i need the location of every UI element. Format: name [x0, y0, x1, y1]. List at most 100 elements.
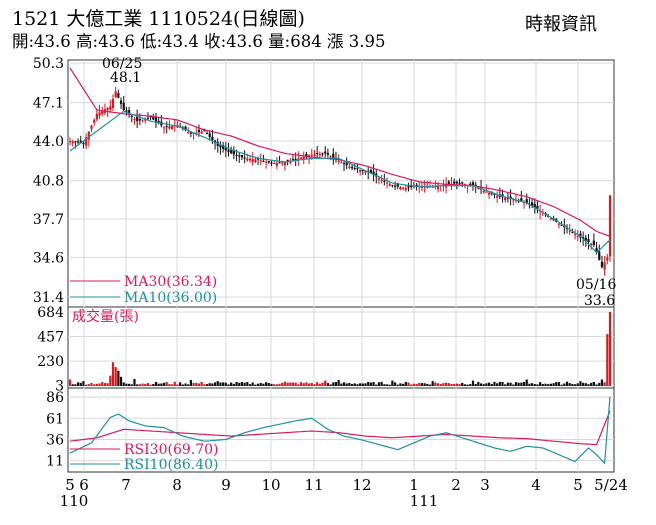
volume-bar: [512, 384, 515, 386]
rsi30-legend-label: RSI30(69.70): [124, 442, 218, 458]
volume-bar: [517, 382, 520, 386]
volume-bar: [506, 382, 510, 386]
volume-bar: [342, 382, 346, 386]
candle-body: [168, 126, 171, 129]
volume-bar: [267, 383, 270, 386]
volume-bar: [128, 383, 131, 386]
volume-bar: [563, 383, 566, 386]
candle-body: [606, 257, 609, 261]
volume-bar: [286, 382, 289, 386]
volume-bar: [170, 384, 174, 386]
candle-body: [391, 185, 394, 187]
volume-bar: [316, 382, 319, 386]
candle-body: [364, 170, 367, 173]
volume-bar: [324, 380, 327, 386]
grid-lines: [68, 60, 614, 472]
volume-bar: [461, 382, 464, 386]
candle-body: [560, 224, 563, 226]
volume-bar: [455, 383, 458, 386]
candle-body: [286, 159, 289, 162]
candle-body: [265, 161, 268, 163]
volume-bar: [184, 383, 187, 386]
candle-body: [165, 126, 168, 128]
volume-bar: [356, 384, 359, 386]
x-tick-label: 12: [352, 476, 371, 494]
volume-bar: [154, 381, 158, 386]
rsi-tick-label: 11: [46, 454, 64, 470]
volume-bar: [162, 382, 166, 386]
volume-bar: [388, 384, 391, 386]
candle-body: [85, 137, 88, 146]
volume-bar: [176, 384, 179, 386]
candle-body: [458, 182, 461, 184]
volume-bar: [431, 381, 434, 386]
volume-bar: [101, 382, 104, 386]
volume-bar: [528, 383, 531, 386]
candle-body: [302, 156, 305, 160]
volume-bar: [291, 382, 295, 386]
volume-bar: [246, 381, 249, 386]
ma10-line: [69, 110, 611, 254]
candle-body: [117, 93, 120, 98]
candle-body: [270, 162, 273, 164]
x-tick-label: 5/24: [594, 476, 628, 494]
volume-bar: [396, 384, 399, 386]
volume-bar: [103, 383, 107, 386]
volume-bar: [149, 384, 152, 386]
candle-body: [603, 262, 606, 270]
candle-body: [106, 107, 109, 111]
candle-body: [598, 251, 601, 260]
candle-body: [353, 168, 356, 170]
volume-bar: [404, 381, 407, 386]
volume-bar: [485, 383, 488, 386]
volume-bar: [592, 381, 595, 386]
volume-bar: [82, 381, 85, 386]
volume-bar: [496, 383, 499, 386]
volume-bar: [590, 382, 593, 386]
candle-body: [259, 160, 262, 162]
candle-body: [434, 186, 437, 188]
year-label: 110: [60, 492, 89, 510]
volume-bar: [181, 384, 184, 386]
candle-body: [340, 162, 343, 164]
volume-bar: [579, 381, 582, 386]
rsi-panel: [67, 387, 615, 473]
candle-body: [407, 186, 410, 188]
volume-bar: [445, 382, 448, 386]
candle-body: [76, 141, 80, 143]
candle-body: [68, 141, 72, 142]
volume-bar: [299, 382, 303, 386]
candle-body: [227, 150, 230, 152]
candle-body: [477, 188, 480, 190]
x-tick-label: 7: [121, 476, 131, 494]
volume-bar: [302, 383, 305, 386]
candle-body: [246, 158, 249, 161]
volume-bar: [173, 381, 176, 386]
volume-bar: [598, 382, 601, 386]
candle-body: [235, 155, 238, 157]
chart-title: 1521 大億工業 1110524(日線圖): [12, 8, 305, 30]
candle-body: [122, 102, 125, 111]
volume-bar: [369, 382, 372, 386]
volume-bar: [576, 383, 579, 386]
x-tick-label: 5: [65, 476, 75, 494]
price-tick-label: 37.7: [33, 212, 64, 228]
volume-tick-label: 684: [37, 305, 64, 321]
volume-bar: [95, 383, 98, 386]
volume-bar: [85, 384, 88, 386]
volume-bar: [216, 381, 219, 386]
volume-bar: [71, 384, 74, 386]
volume-bar: [525, 379, 528, 386]
candle-body: [482, 190, 485, 193]
candle-body: [170, 125, 174, 130]
volume-bar: [471, 380, 475, 386]
candle-body: [361, 169, 364, 171]
volume-bar: [251, 382, 254, 386]
candle-body: [453, 181, 456, 184]
candle-body: [267, 161, 270, 163]
candle-body: [74, 141, 77, 143]
candle-body: [348, 166, 351, 169]
candle-body: [251, 159, 254, 162]
